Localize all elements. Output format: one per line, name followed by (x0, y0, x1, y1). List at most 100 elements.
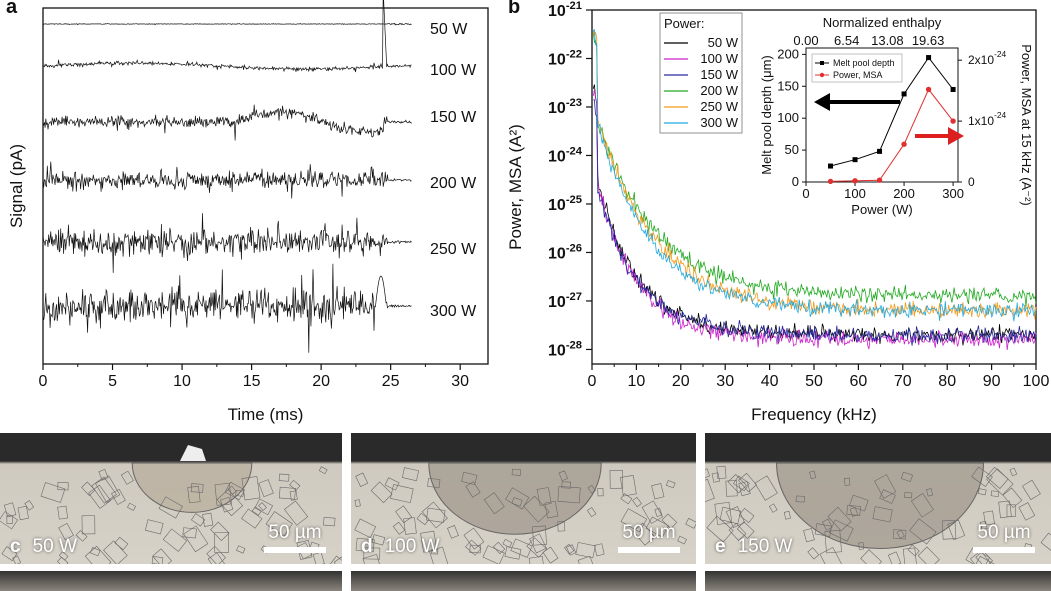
grain (947, 519, 966, 541)
grain (1040, 532, 1051, 554)
inset-y-tick-label-right: 2x10-24 (968, 49, 1006, 67)
grain (354, 499, 361, 508)
micrograph-label: e 150 W (715, 536, 793, 558)
grain (114, 536, 129, 551)
grain (40, 482, 66, 503)
grain (183, 525, 209, 553)
grain (216, 489, 244, 517)
scale-bar-label: 50 µm (977, 522, 1031, 543)
melt-pool-depth-point (950, 86, 956, 92)
grain (620, 493, 633, 505)
grain (354, 518, 377, 539)
grain (206, 545, 226, 564)
grain (289, 479, 301, 491)
grain (544, 500, 559, 519)
grain (910, 493, 934, 518)
x-tick-label-b: 70 (894, 373, 912, 390)
grain (235, 489, 245, 497)
y-tick-label-b: 10-26 (548, 242, 582, 262)
grain (736, 521, 755, 539)
series-label-a: 50 W (430, 21, 468, 38)
grain (427, 477, 441, 489)
grain (90, 547, 101, 557)
grain (738, 472, 757, 493)
red-arrow-head (948, 127, 964, 145)
surface-particle (180, 445, 206, 461)
grain (0, 511, 19, 530)
chart-a: 0 5 10 15 20 25 30 Time (ms) Signal (pA) 50 W 100 … (7, 0, 489, 424)
x-tick-label-b: 80 (938, 373, 956, 390)
grain (370, 481, 393, 504)
series-label-a: 300 W (430, 303, 477, 320)
grain (465, 539, 482, 556)
grain (265, 511, 293, 537)
grain (1006, 504, 1016, 517)
grain (528, 555, 546, 564)
scale-bar (973, 547, 1035, 553)
grain (843, 477, 851, 486)
lower-micrograph-edge (0, 571, 342, 591)
grain (323, 517, 336, 527)
grain (469, 544, 481, 554)
grain (529, 533, 547, 554)
grain (482, 545, 505, 564)
grain (510, 538, 533, 558)
grain (312, 551, 325, 564)
grain (824, 530, 842, 554)
melt-pool-shape (131, 462, 253, 513)
x-tick-label-a: 20 (312, 373, 330, 390)
grain (711, 472, 721, 483)
inset-x-tick-label: 200 (893, 186, 915, 201)
grain (586, 507, 597, 518)
x-tick-label-a: 5 (108, 373, 117, 390)
grain (828, 519, 854, 542)
grain (977, 488, 987, 496)
grain (57, 482, 69, 491)
grain (17, 505, 29, 521)
grain (768, 503, 778, 513)
micrograph-label: d 100 W (361, 536, 440, 558)
x-tick-label-b: 0 (588, 373, 597, 390)
grain (821, 518, 833, 531)
grain (190, 513, 206, 527)
melt-pool-depth-point (852, 157, 858, 163)
grain (81, 515, 96, 535)
signal-trace (42, 263, 412, 353)
grain (587, 484, 596, 494)
grain (619, 475, 637, 497)
micrograph-c: c 50 W 50 µm (0, 433, 342, 564)
inset-x-label: Power (W) (851, 202, 912, 217)
inset-y-tick-label-left: 200 (777, 46, 799, 61)
grain (557, 486, 581, 504)
grain (401, 467, 420, 482)
grain (523, 495, 550, 523)
micrograph-letter: d (361, 536, 373, 557)
inset-top-tick: 13.08 (871, 33, 904, 48)
grain (561, 481, 572, 489)
x-tick-label-a: 15 (243, 373, 261, 390)
grain (926, 488, 934, 497)
grain (907, 544, 920, 557)
micrograph-label: c 50 W (10, 536, 77, 558)
grain (716, 465, 727, 480)
grain (214, 532, 229, 553)
grain (57, 556, 69, 564)
grain (985, 466, 1009, 489)
grain (807, 547, 820, 560)
grain (738, 507, 755, 524)
black-arrow-head (814, 93, 830, 111)
power-msa-point (876, 177, 883, 183)
grain (190, 483, 204, 493)
grain (887, 551, 902, 564)
grain (827, 506, 852, 532)
grain (738, 481, 751, 497)
signal-trace (42, 104, 412, 141)
inset-y-label-left: Melt pool depth (μm) (759, 55, 774, 174)
grain (390, 484, 414, 504)
x-axis-label-b: Frequency (kHz) (751, 405, 877, 424)
grain (57, 505, 69, 520)
legend-label: 100 W (700, 51, 738, 66)
grain (3, 502, 17, 518)
grain (254, 498, 274, 516)
legend-label: 250 W (700, 99, 738, 114)
